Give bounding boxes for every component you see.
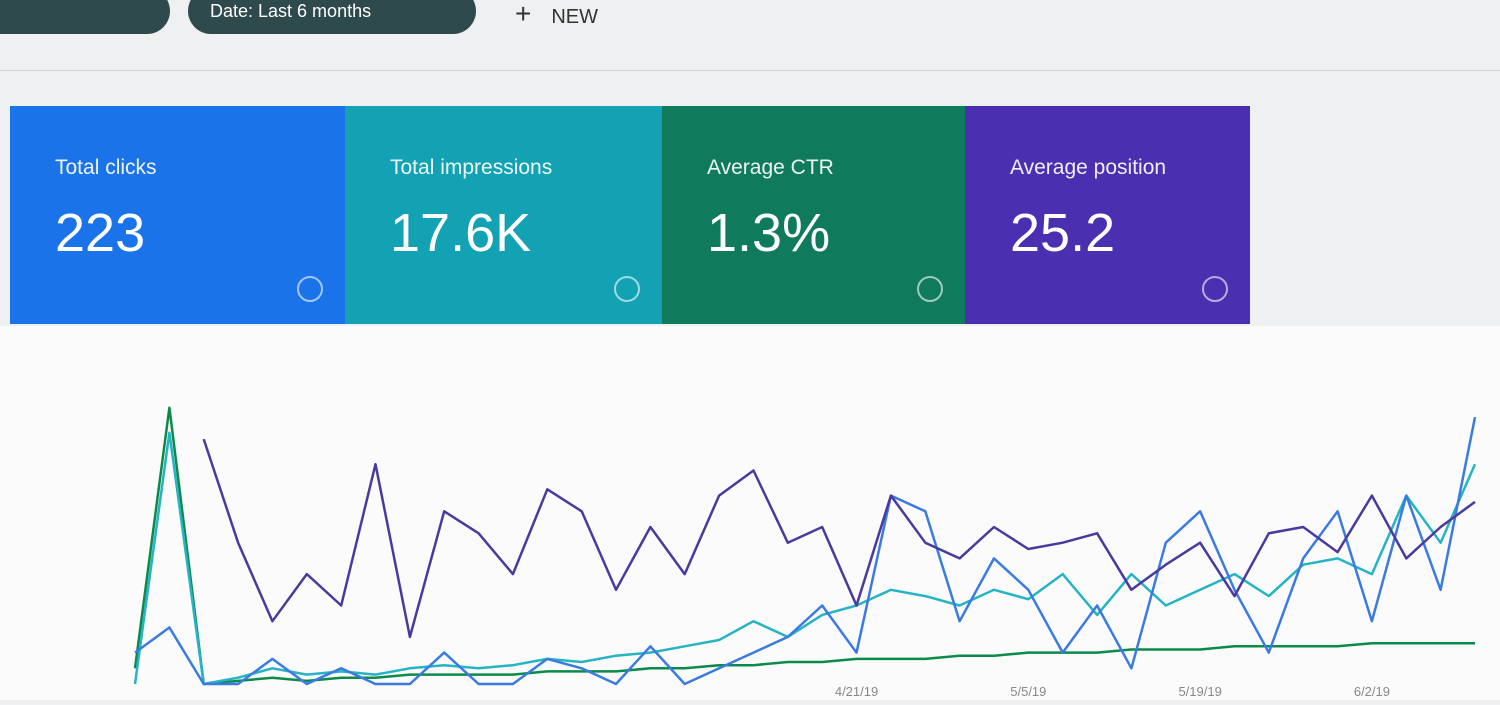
metric-cards: Total clicks 223 Total impressions 17.6K Ave… <box>10 106 1250 324</box>
new-label: NEW <box>551 6 599 28</box>
metric-card[interactable]: Average position 25.2 <box>965 106 1250 324</box>
filter-chip[interactable] <box>0 0 170 34</box>
metric-card[interactable]: Total clicks 223 <box>10 106 345 324</box>
metric-card[interactable]: Total impressions 17.6K <box>345 106 662 324</box>
x-tick-label: 5/5/19 <box>1010 684 1046 699</box>
new-button[interactable]: + NEW <box>515 0 598 30</box>
plus-icon: + <box>515 0 532 29</box>
metric-label: Total impressions <box>390 156 553 179</box>
chart-panel: 4/21/19 5/5/19 5/19/19 6/2/19 <box>0 326 1500 700</box>
chart: 4/21/19 5/5/19 5/19/19 6/2/19 <box>133 406 1477 699</box>
series-line <box>133 431 1477 686</box>
help-icon <box>917 276 943 302</box>
metric-value: 223 <box>55 203 146 263</box>
series-line <box>134 416 1477 686</box>
metric-value: 17.6K <box>390 203 532 263</box>
filter-chip[interactable]: Date: Last 6 months <box>188 0 476 34</box>
x-tick-label: 5/19/19 <box>1178 684 1221 699</box>
metric-label: Average position <box>1010 156 1167 179</box>
help-icon <box>1202 276 1228 302</box>
x-tick-label: 6/2/19 <box>1354 684 1390 699</box>
help-icon <box>297 276 323 302</box>
metric-label: Total clicks <box>55 156 157 179</box>
series-line <box>133 406 1475 686</box>
series-line <box>202 438 1476 639</box>
toolbar: Date: Last 6 months + NEW <box>0 0 1500 71</box>
metric-label: Average CTR <box>707 156 834 179</box>
metric-value: 25.2 <box>1010 203 1116 263</box>
help-icon <box>614 276 640 302</box>
metric-value: 1.3% <box>707 203 831 263</box>
metric-card[interactable]: Average CTR 1.3% <box>662 106 965 324</box>
x-tick-label: 4/21/19 <box>835 684 878 699</box>
